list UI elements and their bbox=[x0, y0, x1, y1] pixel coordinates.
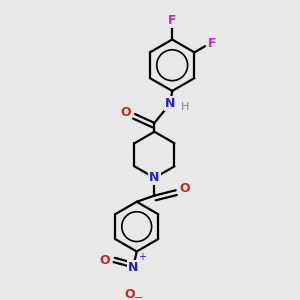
Text: O: O bbox=[121, 106, 131, 119]
Text: N: N bbox=[149, 171, 160, 184]
Text: O: O bbox=[124, 288, 135, 300]
Text: O: O bbox=[100, 254, 110, 267]
Text: +: + bbox=[138, 252, 146, 262]
Text: O: O bbox=[179, 182, 190, 195]
Text: −: − bbox=[134, 292, 143, 300]
Text: N: N bbox=[128, 261, 138, 274]
Text: H: H bbox=[180, 102, 189, 112]
Text: F: F bbox=[208, 37, 216, 50]
Text: N: N bbox=[165, 97, 176, 110]
Text: F: F bbox=[168, 14, 176, 26]
